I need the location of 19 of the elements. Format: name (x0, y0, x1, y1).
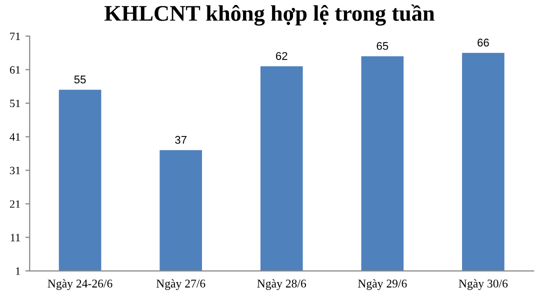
data-label: 62 (276, 52, 288, 60)
y-tick-label: 51 (10, 100, 20, 108)
y-tick-label: 71 (10, 32, 20, 40)
x-tick-label: Ngày 30/6 (458, 279, 508, 290)
y-tick-label: 1 (16, 267, 20, 275)
y-tick-label: 21 (10, 200, 20, 208)
x-tick-label: Ngày 28/6 (257, 279, 306, 290)
data-label: 66 (478, 38, 489, 47)
y-tick-label: 31 (10, 166, 20, 174)
y-tick-label: 41 (10, 133, 20, 141)
x-tick-label: Ngày 24-26/6 (48, 279, 112, 290)
x-tick-label: Ngày 27/6 (156, 279, 206, 290)
y-tick-label: 11 (10, 234, 20, 242)
data-label: 65 (376, 42, 388, 50)
x-tick-label: Ngày 29/6 (358, 279, 407, 290)
data-label: 37 (175, 136, 186, 144)
data-label: 55 (74, 76, 86, 84)
y-tick-label: 61 (10, 66, 20, 74)
chart-title: KHLCNT không hợp lệ trong tuần (104, 4, 435, 26)
